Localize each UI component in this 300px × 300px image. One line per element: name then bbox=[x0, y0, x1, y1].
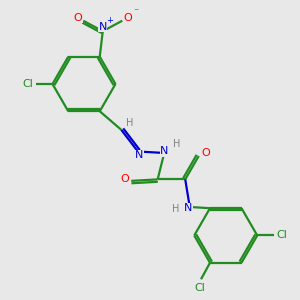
Text: +: + bbox=[106, 16, 113, 25]
Text: O: O bbox=[123, 13, 132, 23]
Text: O: O bbox=[74, 13, 82, 23]
Text: N: N bbox=[160, 146, 168, 157]
Text: Cl: Cl bbox=[194, 283, 205, 293]
Text: N: N bbox=[99, 22, 107, 32]
Text: Cl: Cl bbox=[22, 79, 33, 89]
Text: N: N bbox=[135, 150, 143, 160]
Text: N: N bbox=[184, 203, 192, 214]
Text: Cl: Cl bbox=[277, 230, 288, 241]
Text: O: O bbox=[201, 148, 210, 158]
Text: H: H bbox=[172, 204, 179, 214]
Text: O: O bbox=[120, 174, 129, 184]
Text: ⁻: ⁻ bbox=[133, 7, 138, 17]
Text: H: H bbox=[173, 139, 181, 149]
Text: H: H bbox=[126, 118, 134, 128]
